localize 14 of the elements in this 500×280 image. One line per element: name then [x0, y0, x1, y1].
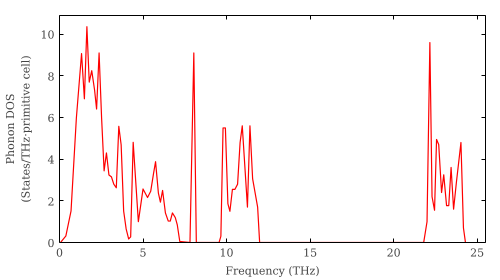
y-tick-label: 6: [48, 112, 54, 126]
x-tick-label: 10: [220, 246, 234, 260]
x-tick-label: 20: [386, 246, 401, 260]
y-tick-label: 4: [48, 154, 54, 167]
x-axis-title: Frequency (THz): [225, 264, 320, 278]
x-tick-label: 15: [303, 246, 318, 260]
x-tick-label: 0: [56, 246, 63, 260]
y-tick-label: 0: [48, 237, 54, 250]
x-tick-label: 25: [470, 246, 484, 260]
y-tick-label: 10: [40, 28, 55, 42]
x-tick-label: 5: [140, 246, 147, 260]
y-axis-title: Phonon DOS (States/THz·primitive cell): [4, 55, 33, 203]
y-tick-label: 8: [48, 70, 54, 84]
y-tick-label: 2: [48, 195, 54, 208]
